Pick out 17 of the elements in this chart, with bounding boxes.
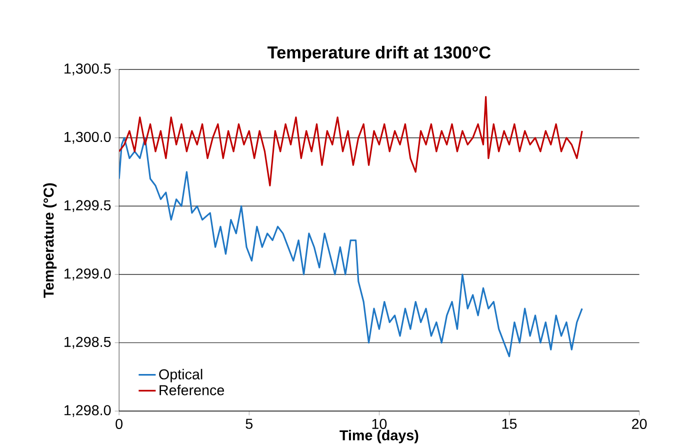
y-tick-label: 1,298.0 bbox=[64, 405, 111, 418]
x-axis-title: Time (days) bbox=[340, 430, 418, 444]
legend-label: Reference bbox=[160, 384, 224, 396]
x-tick-label: 15 bbox=[502, 419, 517, 430]
y-tick-label: 1,300.0 bbox=[64, 132, 111, 144]
y-tick-label: 1,300.5 bbox=[64, 64, 111, 76]
legend-label: Optical bbox=[159, 369, 202, 382]
y-axis-title: Temperature (°C) bbox=[43, 183, 57, 298]
x-tick-label: 0 bbox=[116, 419, 123, 430]
x-tick-label: 5 bbox=[246, 419, 253, 430]
line-series bbox=[119, 96, 583, 187]
y-tick-label: 1,299.5 bbox=[64, 200, 111, 212]
x-tick-label: 10 bbox=[372, 419, 387, 430]
chart-title: Temperature drift at 1300°C bbox=[267, 46, 491, 62]
y-tick-label: 1,298.5 bbox=[64, 337, 111, 349]
y-tick-label: 1,299.0 bbox=[64, 268, 111, 281]
x-tick-label: 20 bbox=[632, 419, 647, 430]
